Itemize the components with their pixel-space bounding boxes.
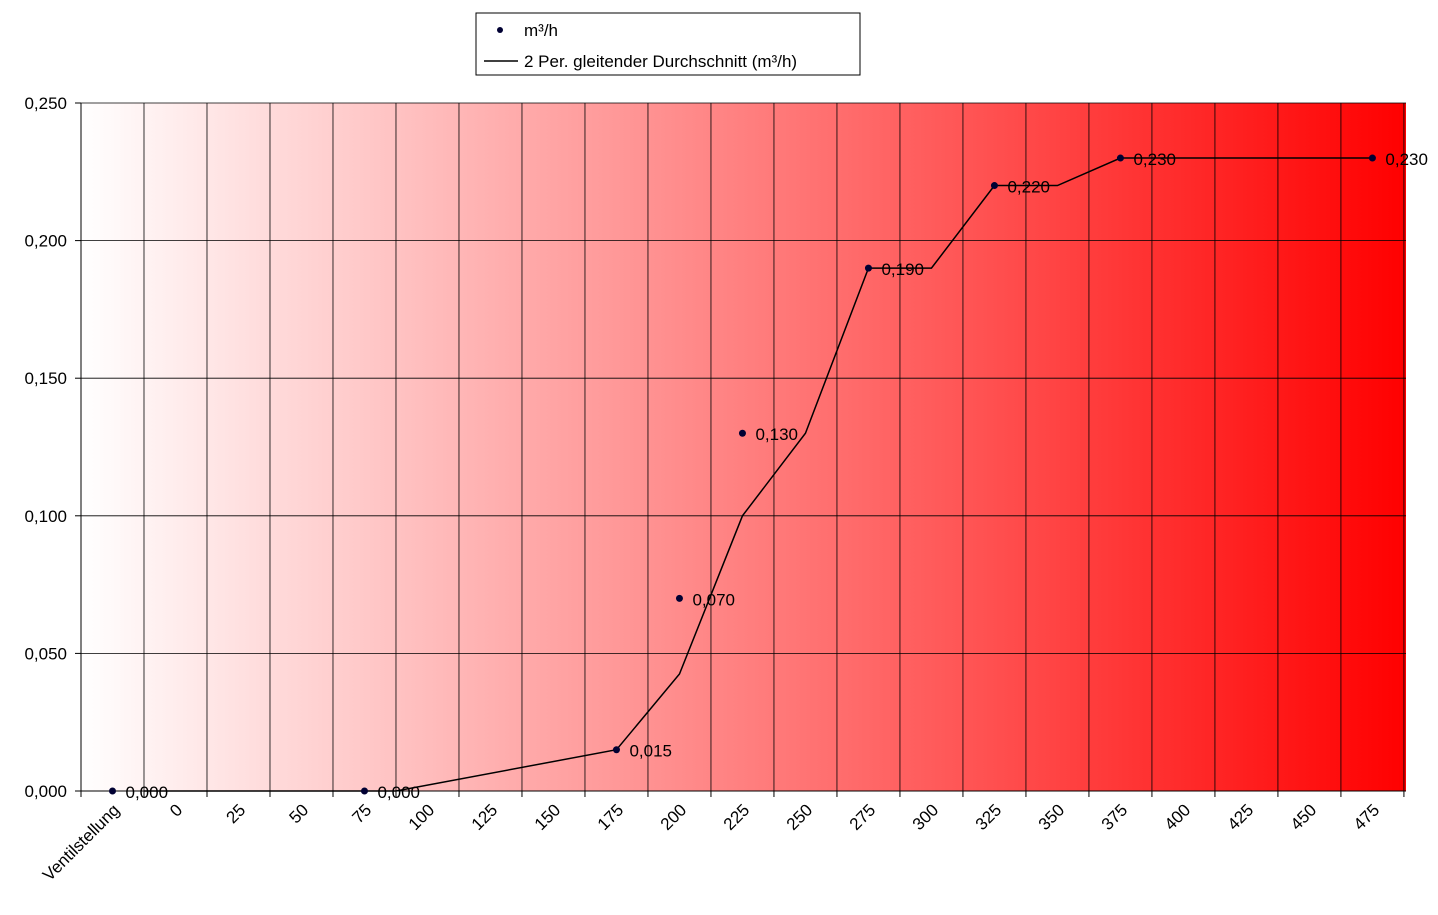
x-tick-label: 375 <box>1098 800 1131 833</box>
x-tick-label: 75 <box>348 800 375 827</box>
moving-average-series <box>143 157 1373 792</box>
data-label: 0,015 <box>629 742 672 761</box>
data-point <box>612 746 620 754</box>
legend-entry-points: m³/h <box>524 21 558 40</box>
x-tick-label: Ventilstellung <box>39 800 123 884</box>
x-tick-label: 450 <box>1287 800 1320 833</box>
legend: m³/h 2 Per. gleitender Durchschnitt (m³/… <box>475 12 861 76</box>
flow-series <box>108 154 1376 795</box>
data-label: 0,070 <box>692 590 735 609</box>
x-tick-label: 125 <box>468 800 501 833</box>
x-tick-label: 0 <box>166 800 186 820</box>
data-label: 0,230 <box>1385 150 1428 169</box>
moving-average-line <box>143 157 1373 792</box>
data-point <box>108 787 116 795</box>
data-label: 0,000 <box>125 783 168 802</box>
x-tick-label: 400 <box>1161 800 1194 833</box>
x-tick-label: 100 <box>405 800 438 833</box>
x-tick-label: 50 <box>286 800 313 827</box>
legend-entry-line: 2 Per. gleitender Durchschnitt (m³/h) <box>524 52 797 71</box>
x-tick-label: 200 <box>657 800 690 833</box>
data-point <box>990 182 998 190</box>
data-point <box>675 594 683 602</box>
data-point <box>360 787 368 795</box>
legend-box <box>475 12 861 76</box>
data-point <box>864 264 872 272</box>
data-label: 0,000 <box>377 783 420 802</box>
x-tick-label: 475 <box>1350 800 1383 833</box>
x-tick-label: 225 <box>720 800 753 833</box>
data-point <box>738 429 746 437</box>
x-tick-label: 350 <box>1035 800 1068 833</box>
data-label: 0,230 <box>1133 150 1176 169</box>
x-tick-label: 325 <box>972 800 1005 833</box>
y-tick-label: 0,150 <box>24 369 67 388</box>
data-label: 0,130 <box>755 425 798 444</box>
y-tick-label: 0,000 <box>24 782 67 801</box>
x-tick-label: 300 <box>909 800 942 833</box>
data-label: 0,220 <box>1007 178 1050 197</box>
y-tick-label: 0,200 <box>24 232 67 251</box>
y-tick-label: 0,250 <box>24 94 67 113</box>
data-point <box>1368 154 1376 162</box>
y-tick-label: 0,100 <box>24 507 67 526</box>
plot-background <box>81 103 1406 791</box>
data-point <box>1116 154 1124 162</box>
data-labels: 0,000 0,000 0,015 0,070 0,130 0,190 0,220 0,230… <box>125 150 1427 802</box>
x-tick-label: 25 <box>223 800 250 827</box>
x-tick-label: 250 <box>783 800 816 833</box>
x-tick-label: 275 <box>846 800 879 833</box>
x-tick-label: 175 <box>594 800 627 833</box>
data-label: 0,190 <box>881 260 924 279</box>
legend-marker-points <box>497 27 503 33</box>
x-tick-label: 425 <box>1224 800 1257 833</box>
y-tick-label: 0,050 <box>24 644 67 663</box>
x-tick-label: 150 <box>531 800 564 833</box>
